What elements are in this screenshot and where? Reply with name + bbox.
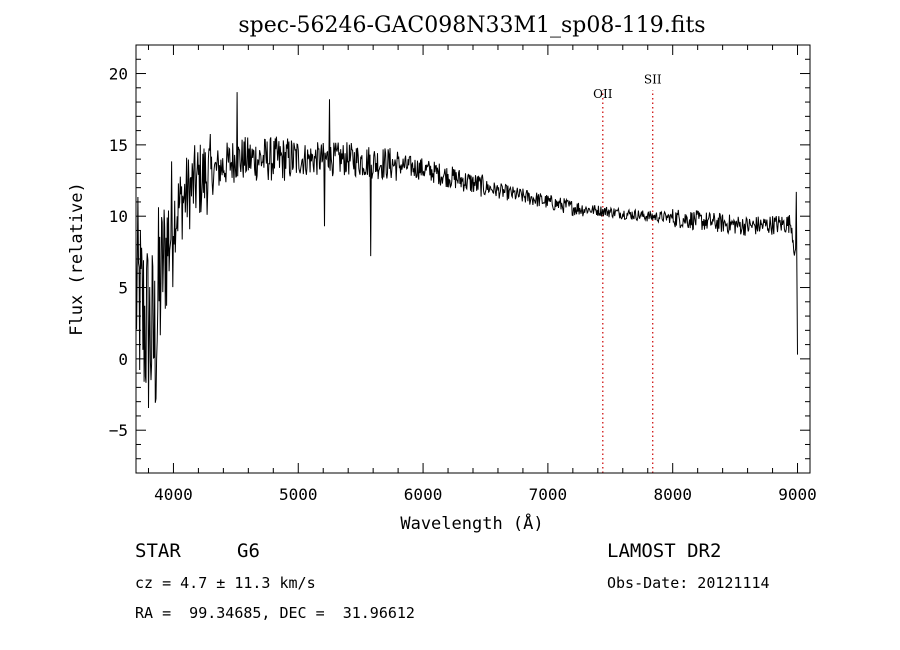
spectrum-line (135, 92, 798, 409)
axes: 4000 5000 6000 7000 8000 9000 −5 0 5 10 15 20 (109, 45, 817, 504)
x-axis-label: Wavelength (Å) (400, 512, 543, 534)
spectral-line-label: OII (593, 87, 613, 101)
x-tick-label: 6000 (404, 485, 443, 504)
x-tick-label: 8000 (653, 485, 692, 504)
y-tick-label: 0 (118, 350, 128, 369)
redshift-text: cz = 4.7 ± 11.3 km/s (135, 574, 316, 592)
x-tick-label: 9000 (778, 485, 817, 504)
x-tick-label: 5000 (279, 485, 318, 504)
survey-label: LAMOST DR2 (607, 540, 722, 562)
y-tick-label: 20 (109, 65, 128, 84)
x-tick-label: 7000 (529, 485, 568, 504)
y-tick-label: 15 (109, 136, 128, 155)
plot-frame (135, 44, 811, 474)
y-tick-label: 10 (109, 207, 128, 226)
chart-title: spec-56246-GAC098N33M1_sp08-119.fits (238, 13, 705, 38)
y-axis-label: Flux (relative) (67, 182, 87, 336)
object-subclass: G6 (237, 540, 260, 562)
obs-date: Obs-Date: 20121114 (607, 574, 770, 592)
spectral-lines: OII SII (593, 73, 662, 473)
coordinates: RA = 99.34685, DEC = 31.96612 (135, 604, 415, 622)
spectral-line-label: SII (644, 73, 662, 87)
object-class: STAR (135, 540, 181, 562)
y-tick-label: −5 (109, 421, 128, 440)
y-tick-label: 5 (118, 279, 128, 298)
x-tick-label: 4000 (154, 485, 193, 504)
